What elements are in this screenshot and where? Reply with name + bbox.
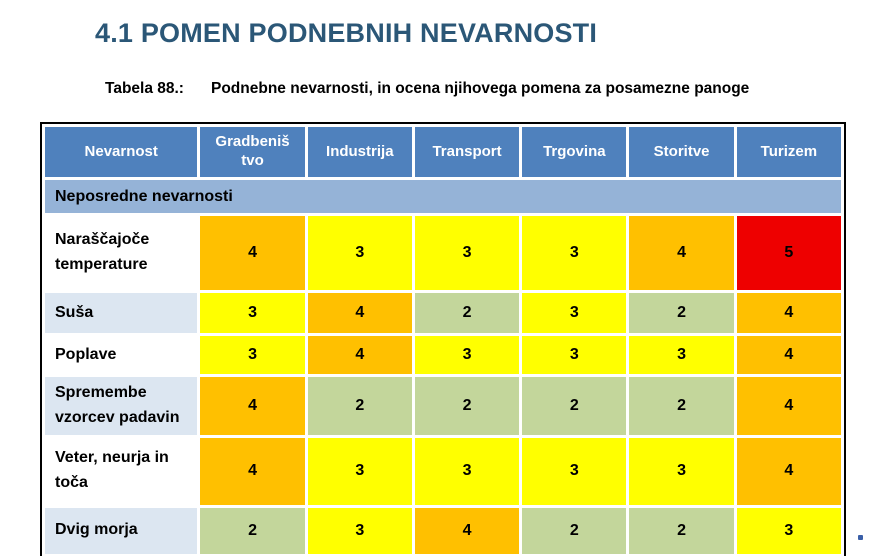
table-caption: Tabela 88.: Podnebne nevarnosti, in ocen… (105, 80, 749, 98)
score-cell: 2 (522, 507, 627, 554)
score-cell: 4 (200, 437, 305, 505)
score-cell: 3 (414, 216, 520, 290)
score-cell: 2 (307, 377, 412, 435)
section-header-label: Neposredne nevarnosti (45, 180, 841, 213)
hazard-label: Veter, neurja in toča (45, 437, 198, 505)
column-header: Storitve (629, 127, 734, 177)
score-cell: 4 (414, 507, 520, 554)
hazard-row: Naraščajoče temperature 4 3 3 3 4 5 (45, 216, 841, 290)
score-cell: 4 (307, 336, 412, 374)
hazard-label: Naraščajoče temperature (45, 216, 198, 290)
page-title: 4.1 POMEN PODNEBNIH NEVARNOSTI (95, 18, 598, 48)
column-header: Turizem (736, 127, 841, 177)
column-header-hazard: Nevarnost (45, 127, 198, 177)
column-header: Gradbeniš tvo (200, 127, 305, 177)
score-cell: 5 (736, 216, 841, 290)
score-cell: 2 (629, 377, 734, 435)
hazard-label: Poplave (45, 336, 198, 374)
hazard-row: Spremembe vzorcev padavin 4 2 2 2 2 4 (45, 377, 841, 435)
score-cell: 3 (414, 437, 520, 505)
score-cell: 4 (736, 293, 841, 333)
hazard-row: Veter, neurja in toča 4 3 3 3 3 4 (45, 437, 841, 505)
column-header: Trgovina (522, 127, 627, 177)
score-cell: 3 (414, 336, 520, 374)
score-cell: 3 (629, 336, 734, 374)
anchor-dot-icon (858, 535, 863, 540)
score-cell: 3 (307, 216, 412, 290)
header-row: Nevarnost Gradbeniš tvo Industrija Transpor… (45, 127, 841, 177)
score-cell: 2 (414, 377, 520, 435)
score-cell: 4 (736, 336, 841, 374)
hazards-table: Nevarnost Gradbeniš tvo Industrija Transpor… (40, 122, 846, 556)
score-cell: 4 (200, 377, 305, 435)
score-cell: 4 (200, 216, 305, 290)
score-cell: 4 (736, 437, 841, 505)
column-header: Transport (414, 127, 520, 177)
score-cell: 3 (522, 437, 627, 505)
score-cell: 3 (307, 437, 412, 505)
table-body: Neposredne nevarnosti Naraščajoče temper… (45, 180, 841, 556)
score-cell: 2 (522, 377, 627, 435)
score-cell: 2 (200, 507, 305, 554)
column-header: Industrija (307, 127, 412, 177)
score-cell: 4 (307, 293, 412, 333)
hazard-row: Suša 3 4 2 3 2 4 (45, 293, 841, 333)
score-cell: 3 (522, 293, 627, 333)
hazard-row: Poplave 3 4 3 3 3 4 (45, 336, 841, 374)
score-cell: 3 (522, 216, 627, 290)
score-cell: 2 (629, 293, 734, 333)
score-cell: 2 (629, 507, 734, 554)
score-cell: 3 (522, 336, 627, 374)
hazard-label: Dvig morja (45, 507, 198, 554)
caption-label: Tabela 88.: (105, 80, 184, 97)
hazard-row: Dvig morja 2 3 4 2 2 3 (45, 507, 841, 554)
section-header-row: Neposredne nevarnosti (45, 180, 841, 213)
hazard-label: Spremembe vzorcev padavin (45, 377, 198, 435)
score-cell: 2 (414, 293, 520, 333)
score-cell: 3 (200, 293, 305, 333)
score-cell: 4 (629, 216, 734, 290)
hazard-label: Suša (45, 293, 198, 333)
score-cell: 4 (736, 377, 841, 435)
caption-text: Podnebne nevarnosti, in ocena njihovega … (211, 80, 750, 97)
score-cell: 3 (629, 437, 734, 505)
score-cell: 3 (307, 507, 412, 554)
score-cell: 3 (736, 507, 841, 554)
score-cell: 3 (200, 336, 305, 374)
